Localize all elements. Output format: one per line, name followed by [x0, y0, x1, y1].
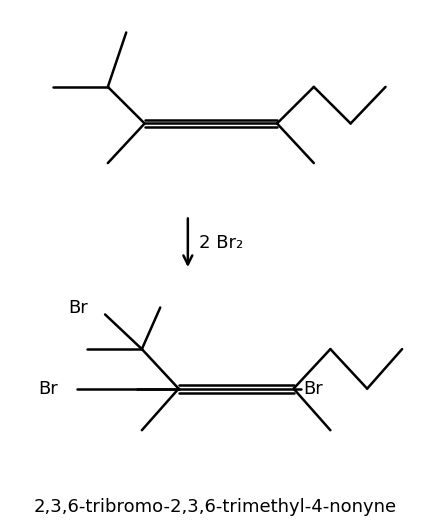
- Text: 2,3,6-tribromo-2,3,6-trimethyl-4-nonyne: 2,3,6-tribromo-2,3,6-trimethyl-4-nonyne: [34, 499, 396, 517]
- Text: Br: Br: [38, 380, 58, 398]
- Text: 2 Br₂: 2 Br₂: [198, 234, 243, 252]
- Text: Br: Br: [302, 380, 322, 398]
- Text: Br: Br: [68, 299, 88, 317]
